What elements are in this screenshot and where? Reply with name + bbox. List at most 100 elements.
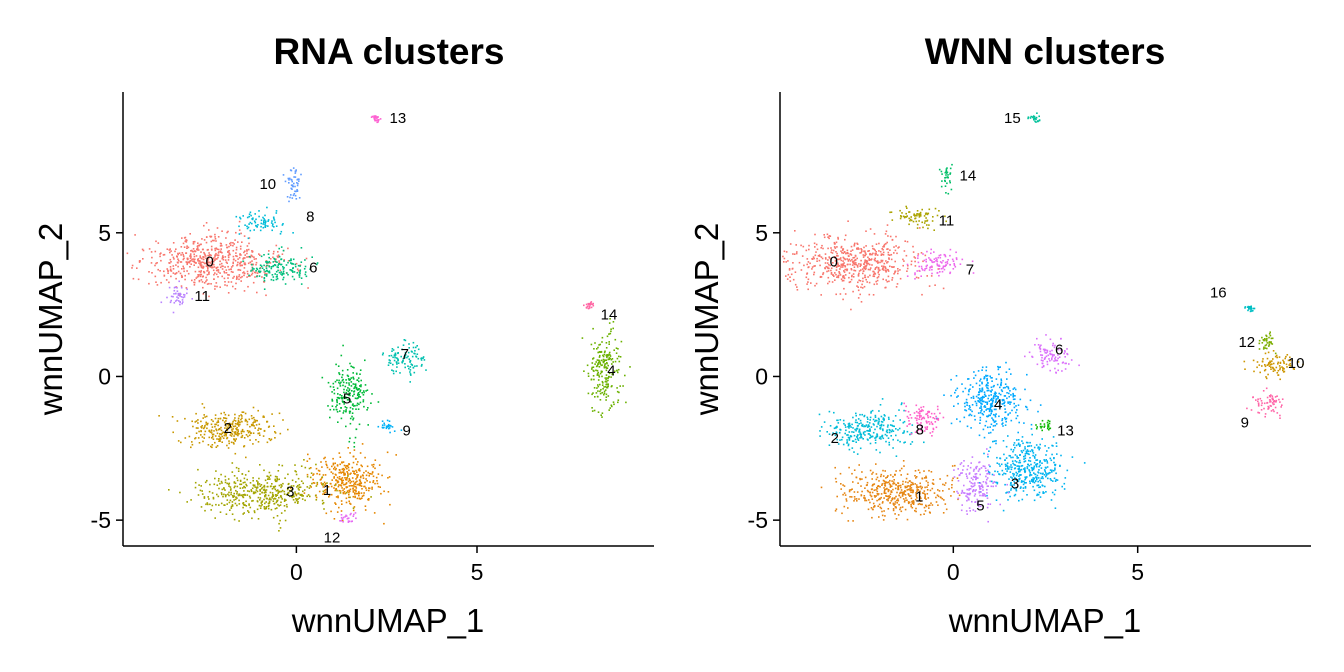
cluster-1-point [919,486,921,488]
cluster-1-point [353,485,355,488]
cluster-3-point [298,484,301,486]
cluster-1-point [347,447,349,449]
cluster-5-point [358,403,360,406]
cluster-1-point [338,452,341,454]
cluster-4-point [607,395,610,397]
cluster-4-point [989,403,992,405]
cluster-10-point [290,178,292,181]
cluster-0-point [904,240,906,242]
cluster-0-point [295,262,298,265]
cluster-3-point [1033,472,1035,474]
cluster-1-point [881,483,884,485]
cluster-6-point [259,271,261,273]
cluster-1-point [355,458,357,460]
cluster-3-point [1006,462,1009,464]
cluster-1-point [876,476,879,479]
cluster-6-point [1041,356,1043,359]
cluster-5-point [965,473,967,475]
y-tick-label: 5 [98,220,111,246]
cluster-1-point [357,474,359,476]
cluster-label-10: 10 [259,176,276,193]
cluster-0-point [930,275,933,277]
cluster-3-point [254,486,256,488]
cluster-2-point [874,428,876,431]
cluster-3-point [1024,486,1027,488]
cluster-5-point [359,401,362,404]
cluster-4-point [590,343,593,346]
cluster-1-point [877,494,879,496]
cluster-4-point [610,328,612,330]
cluster-4-point [982,413,985,416]
cluster-3-point [1033,481,1036,484]
cluster-3-point [206,502,209,504]
cluster-0-point [240,276,242,279]
cluster-4-point [977,394,980,396]
cluster-6-point [256,275,258,278]
cluster-3-point [1053,469,1055,472]
cluster-7-point [391,350,393,352]
cluster-0-point [914,265,917,267]
cluster-0-point [852,260,855,263]
cluster-9-point [388,425,390,427]
cluster-3-point [257,484,259,486]
cluster-3-point [208,498,210,500]
cluster-3-point [988,471,991,474]
cluster-5-point [335,406,337,408]
cluster-3-point [283,500,286,502]
cluster-2-point [237,429,239,431]
cluster-1-point [342,461,345,463]
cluster-3-point [1010,448,1012,451]
cluster-0-point [813,273,815,276]
cluster-1-point [906,486,908,489]
cluster-2-point [237,417,240,420]
cluster-3-point [1022,442,1024,445]
cluster-1-point [354,495,356,498]
cluster-3-point [314,494,317,497]
cluster-1-point [882,479,885,482]
cluster-6-point [267,253,270,255]
cluster-3-point [1037,494,1040,496]
cluster-3-point [1021,480,1023,482]
cluster-0-point [192,242,195,245]
cluster-5-point [339,410,341,412]
cluster-0-point [882,265,885,268]
cluster-0-point [885,230,888,233]
cluster-3-point [220,492,223,494]
cluster-1-point [353,449,356,451]
cluster-6-point [274,264,277,267]
cluster-3-point [1054,468,1056,471]
cluster-3-point [1022,490,1025,492]
cluster-5-point [337,365,340,367]
cluster-0-point [168,249,171,251]
cluster-3-point [279,519,281,522]
cluster-0-point [887,261,889,263]
cluster-1-point [861,490,863,493]
cluster-5-point [977,500,979,503]
cluster-2-point [843,422,845,425]
cluster-0-point [891,279,893,281]
cluster-1-point [333,476,335,478]
cluster-3-point [1020,486,1022,488]
cluster-4-point [994,391,996,394]
cluster-0-point [186,245,188,247]
cluster-10-point [295,198,298,200]
cluster-5-point [336,399,338,401]
cluster-3-point [237,494,240,497]
cluster-3-point [1005,468,1007,470]
cluster-13-point [375,116,378,118]
cluster-3-point [1034,454,1037,456]
cluster-3-point [221,488,224,491]
cluster-3-point [260,487,263,490]
cluster-6-point [281,274,283,276]
cluster-5-point [341,398,344,400]
cluster-1-point [335,496,338,498]
cluster-3-point [1028,469,1030,471]
cluster-3-point [1083,462,1086,464]
cluster-0-point [844,274,847,276]
cluster-1-point [886,481,888,484]
cluster-9-point [391,426,394,428]
rna-y-axis-label: wnnUMAP_2 [32,223,69,417]
cluster-1-point [367,499,370,501]
cluster-5-point [960,509,963,512]
cluster-4-point [603,390,606,393]
